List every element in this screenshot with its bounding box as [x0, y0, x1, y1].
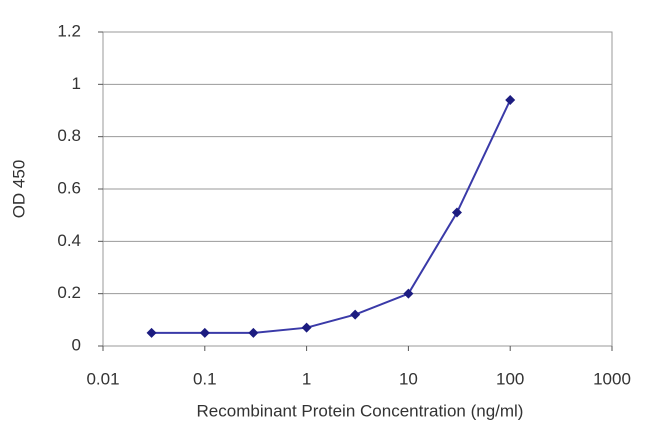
x-axis-label: Recombinant Protein Concentration (ng/ml… [197, 401, 524, 420]
data-point [146, 327, 157, 338]
x-tick-label: 1 [302, 369, 311, 388]
y-tick-label: 1 [72, 74, 81, 93]
y-tick-label: 0.4 [57, 231, 81, 250]
data-point [301, 322, 312, 333]
data-line [151, 99, 512, 334]
y-tick-label: 0.6 [57, 178, 81, 197]
data-point [451, 207, 462, 218]
y-tick-label: 0 [72, 335, 81, 354]
x-tick-label: 0.1 [193, 369, 217, 388]
x-tick-label: 1000 [593, 369, 631, 388]
data-point [350, 309, 361, 320]
x-tick-label: 100 [496, 369, 524, 388]
data-point [248, 327, 259, 338]
y-tick-label: 0.2 [57, 283, 81, 302]
x-tick-label: 0.01 [86, 369, 119, 388]
y-tick-label: 0.8 [57, 126, 81, 145]
data-point [199, 327, 210, 338]
y-tick-label: 1.2 [57, 21, 81, 40]
data-point [505, 95, 516, 106]
x-tick-label: 10 [399, 369, 418, 388]
data-point [403, 288, 414, 299]
y-axis-label: OD 450 [9, 160, 28, 219]
